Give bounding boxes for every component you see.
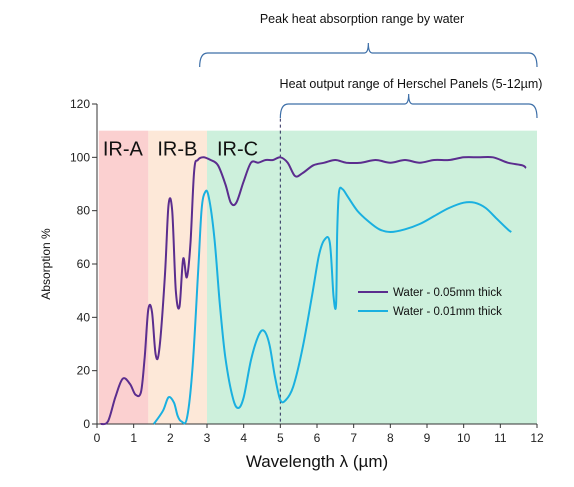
- x-tick-label: 8: [387, 431, 394, 445]
- y-tick-label: 120: [70, 97, 90, 111]
- region-ir-c-band: [207, 130, 537, 424]
- x-tick-label: 4: [240, 431, 247, 445]
- annotation-label: Heat output range of Herschel Panels (5-…: [280, 77, 543, 91]
- x-tick-label: 7: [350, 431, 357, 445]
- y-tick-label: 20: [77, 364, 91, 378]
- y-tick-label: 80: [77, 204, 91, 218]
- ir-regions: IR-A IR-B IR-C: [98, 130, 537, 424]
- series-water-001mm-line: [152, 186, 512, 425]
- y-tick-label: 100: [70, 150, 90, 164]
- region-ir-b-label: IR-B: [157, 139, 197, 161]
- x-tick-label: 3: [204, 431, 211, 445]
- region-ir-c-label: IR-C: [217, 139, 258, 161]
- legend-label: Water - 0.05mm thick: [393, 287, 502, 299]
- annotation-brace: [199, 42, 538, 68]
- region-ir-a-band: [98, 130, 149, 424]
- range-annotations: Peak heat absorption range by water Heat …: [199, 12, 543, 119]
- x-tick-label: 1: [130, 431, 137, 445]
- y-tick-label: 60: [77, 257, 91, 271]
- x-tick-label: 2: [167, 431, 174, 445]
- series-water-005mm-line: [100, 155, 527, 426]
- x-tick-label: 6: [314, 431, 321, 445]
- x-tick-label: 11: [494, 431, 507, 445]
- y-tick-label: 0: [83, 417, 90, 431]
- x-tick-label: 12: [530, 431, 544, 445]
- x-tick-label: 9: [424, 431, 431, 445]
- x-tick-label: 10: [457, 431, 471, 445]
- x-tick-label: 0: [94, 431, 101, 445]
- region-ir-a-label: IR-A: [103, 139, 144, 161]
- annotation-label: Peak heat absorption range by water: [260, 12, 464, 26]
- legend: Water - 0.05mm thick Water - 0.01mm thick: [358, 287, 502, 318]
- series-lines: [100, 155, 527, 426]
- x-ticks: 0 1 2 3 4 5 6 7 8 9 10 11 12: [94, 424, 544, 445]
- y-ticks: 0 20 40 60 80 100 120: [70, 97, 97, 431]
- annotation-brace: [279, 93, 538, 119]
- y-tick-label: 40: [77, 310, 91, 324]
- legend-label: Water - 0.01mm thick: [393, 306, 502, 318]
- x-tick-label: 5: [277, 431, 284, 445]
- x-axis-title: Wavelength λ (µm): [246, 452, 388, 471]
- y-axis-title: Absorption %: [39, 228, 53, 300]
